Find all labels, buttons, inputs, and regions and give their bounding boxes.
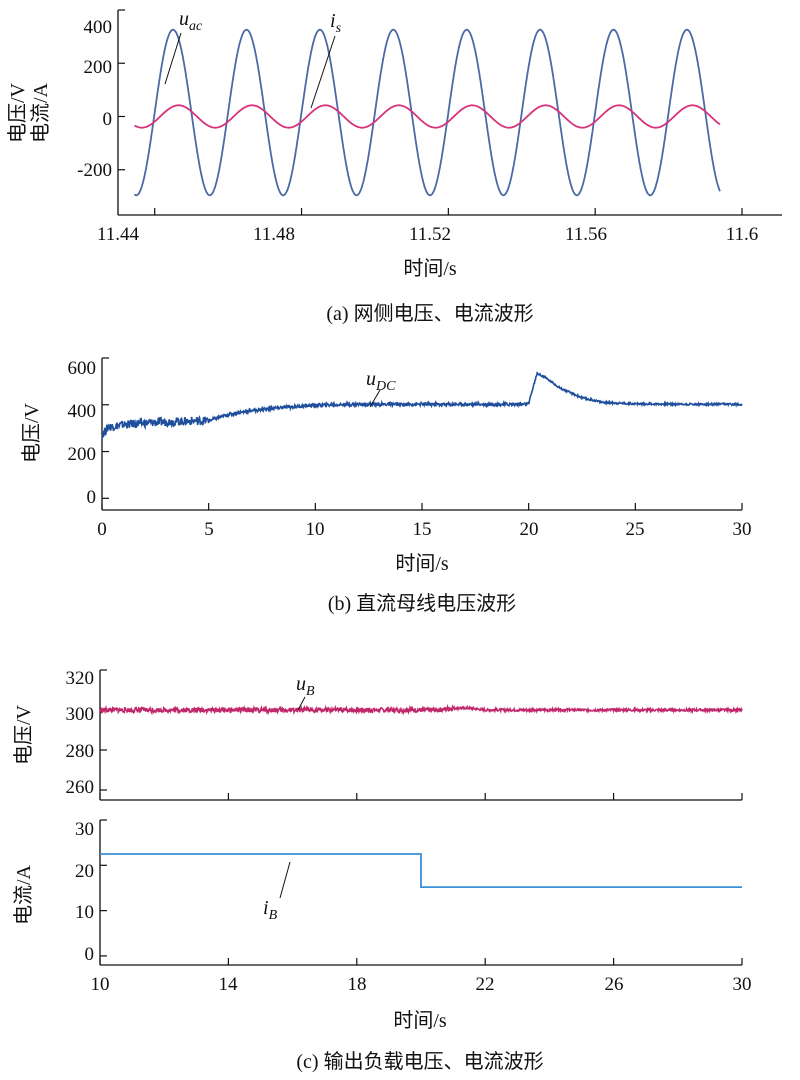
- y-tick-label: 0: [87, 487, 97, 508]
- x-tick-label: 10: [91, 974, 110, 995]
- y-axis-label: 电压/V: [20, 402, 43, 463]
- caption: (b) 直流母线电压波形: [328, 592, 516, 615]
- ticks-b: [101, 357, 743, 510]
- x-tick-label: 20: [520, 519, 539, 540]
- y-tick-label: 0: [103, 109, 113, 130]
- x-tick-label: 10: [306, 519, 325, 540]
- y-tick-label: 300: [66, 704, 95, 725]
- ticks-c1: [99, 669, 743, 800]
- panel-c-current: 10 14 18 22 26 30 30 20 10 0 电流/A 时间/s (…: [12, 819, 752, 1073]
- series-line-i_B: [100, 853, 742, 888]
- y-tick-label: 260: [66, 777, 95, 798]
- y-tick-label: 10: [75, 902, 94, 923]
- x-tick-label: 26: [605, 974, 624, 995]
- series-label-udc: uDC: [366, 368, 396, 394]
- x-tick-label: 5: [204, 519, 214, 540]
- y-tick-label: 400: [68, 401, 97, 422]
- y-tick-label: 30: [75, 819, 94, 840]
- annotation-leader: [279, 861, 291, 899]
- y-tick-label: 0: [85, 944, 95, 965]
- x-tick-label: 25: [626, 519, 645, 540]
- series-line-u_ac: [133, 28, 721, 197]
- annotation-leader: [297, 696, 306, 711]
- y-axis-label: 电流/A: [29, 82, 52, 143]
- y-tick-label: 400: [84, 17, 113, 38]
- y-axis-label: 电流/A: [12, 864, 35, 925]
- y-axis-label: 电压/V: [6, 82, 29, 143]
- y-axis-label: 电压/V: [12, 704, 35, 765]
- y-tick-label: 20: [75, 861, 94, 882]
- x-tick-label: 14: [219, 974, 239, 995]
- caption: (a) 网侧电压、电流波形: [326, 302, 533, 325]
- annotation-leader: [310, 35, 336, 109]
- series-label-ib: iB: [263, 897, 278, 923]
- y-tick-label: 200: [84, 57, 113, 78]
- series-line-i_s: [134, 104, 721, 129]
- panel-b: 0 5 10 15 20 25 30 600 400 200 0 电压/V 时间…: [20, 357, 752, 615]
- series-label-ub: uB: [296, 673, 315, 699]
- x-tick-label: 30: [733, 519, 752, 540]
- series-label-is: is: [330, 10, 342, 36]
- x-tick-label: 18: [348, 974, 367, 995]
- series-c1: [99, 703, 743, 716]
- x-axis-label: 时间/s: [403, 257, 457, 280]
- x-tick-label: 11.52: [409, 224, 451, 245]
- ticks-a: [118, 9, 743, 215]
- x-tick-label: 15: [413, 519, 432, 540]
- series-c2: [100, 853, 742, 888]
- x-axis-label: 时间/s: [393, 1009, 447, 1032]
- x-tick-label: 30: [733, 974, 752, 995]
- x-tick-label: 11.56: [565, 224, 607, 245]
- series-b: [101, 371, 743, 440]
- x-tick-label: 11.6: [726, 224, 759, 245]
- series-line-u_B: [99, 703, 743, 716]
- y-tick-label: 600: [68, 358, 97, 379]
- x-tick-label: 11.44: [97, 224, 140, 245]
- annotation-leader: [369, 389, 381, 408]
- annotation-leader: [164, 32, 182, 85]
- panel-a: 11.44 11.48 11.52 11.56 11.6 400 200 0 -…: [6, 8, 782, 325]
- series-line-u_DC: [101, 371, 743, 440]
- x-axis-label: 时间/s: [395, 552, 449, 575]
- series-label-uac: uac: [179, 8, 203, 34]
- y-tick-label: 200: [68, 444, 97, 465]
- x-tick-label: 22: [476, 974, 495, 995]
- y-tick-label: -200: [77, 160, 112, 181]
- panel-c-voltage: 320 300 280 260 电压/V uB: [12, 668, 743, 801]
- series-a: [133, 28, 721, 197]
- caption: (c) 输出负载电压、电流波形: [296, 1050, 543, 1073]
- y-tick-label: 280: [66, 741, 95, 762]
- y-tick-label: 320: [66, 668, 95, 689]
- ticks-c2: [99, 819, 743, 965]
- x-tick-label: 11.48: [253, 224, 295, 245]
- x-tick-label: 0: [97, 519, 107, 540]
